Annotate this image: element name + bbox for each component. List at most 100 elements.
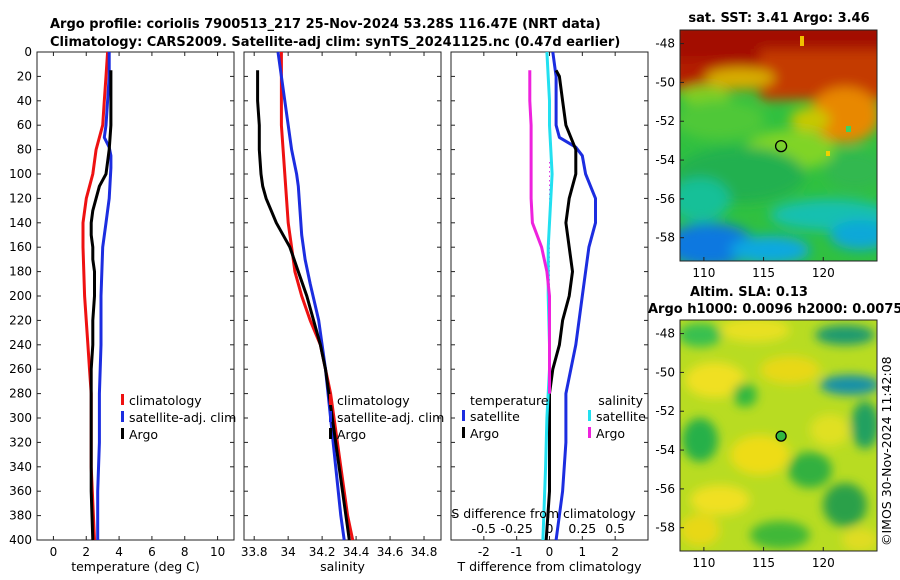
sla-map-axes: 110 115 120 -48 -50 -52 -54 -56 -58 xyxy=(655,327,834,570)
x-tick-label: 2 xyxy=(611,545,619,559)
y-tick-label: 380 xyxy=(9,509,32,523)
sst-map-frame xyxy=(679,29,878,262)
sst-map-axes: 110 115 120 -48 -50 -52 -54 -56 -58 xyxy=(655,37,834,280)
sst-map xyxy=(680,30,877,261)
map-x-tick-label: 110 xyxy=(692,266,715,280)
legend-swatch xyxy=(121,411,124,422)
series-line-Argo xyxy=(256,70,351,541)
map-y-tick-label: -58 xyxy=(655,521,675,535)
y-tick-label: 240 xyxy=(9,338,32,352)
y-tick-label: 80 xyxy=(17,143,32,157)
top-tick-label: -0.5 xyxy=(472,521,496,536)
map-y-tick-label: -50 xyxy=(655,75,675,89)
y-tick-label: 320 xyxy=(9,435,32,449)
top-tick-label: 0 xyxy=(546,521,554,536)
series-line-climatology xyxy=(279,52,355,541)
legend-swatch xyxy=(121,394,124,405)
plot-frame xyxy=(36,51,235,541)
x-tick-label: 0 xyxy=(546,545,554,559)
legend-entry: Argo xyxy=(129,427,158,442)
y-tick-label: 20 xyxy=(17,69,32,83)
imos-watermark: ©IMOS 30-Nov-2024 11:42:08 xyxy=(879,356,894,546)
legend-swatch xyxy=(329,428,332,439)
legend-entry: climatology xyxy=(129,393,202,408)
y-tick-label: 100 xyxy=(9,167,32,181)
legend-sal-satellite: satellite xyxy=(596,409,646,424)
x-tick-label: 33.8 xyxy=(241,545,268,559)
sla-map-title-line1: Altim. SLA: 0.13 xyxy=(690,285,808,300)
map-y-tick-label: -56 xyxy=(655,482,675,496)
map-y-tick-label: -48 xyxy=(655,37,675,51)
y-tick-label: 220 xyxy=(9,313,32,327)
x-tick-label: 1 xyxy=(579,545,587,559)
salinity-panel: 33.8 34 34.2 34.4 34.6 34.8 salinity climatolog… xyxy=(241,51,444,574)
y-tick-label: 120 xyxy=(9,191,32,205)
y-tick-label: 300 xyxy=(9,411,32,425)
x-tick-label: 10 xyxy=(210,545,225,559)
y-tick-label: 140 xyxy=(9,216,32,230)
map-y-tick-label: -54 xyxy=(655,153,675,167)
series-line-Argo xyxy=(89,70,113,541)
x-tick-label: -2 xyxy=(478,545,490,559)
legend-entry: satellite-adj. clim xyxy=(337,410,444,425)
sla-map-frame xyxy=(679,319,878,552)
map-y-tick-label: -48 xyxy=(655,327,675,341)
plot-frame xyxy=(243,51,442,541)
top-tick-label: -0.25 xyxy=(500,521,532,536)
map-y-tick-label: -56 xyxy=(655,192,675,206)
y-tick-label: 360 xyxy=(9,484,32,498)
legend-swatch-temp-argo xyxy=(462,427,465,438)
sst-argo-location-marker xyxy=(774,139,788,153)
difference-panel: -2 -1 0 1 2T difference from climatology S di… xyxy=(450,51,649,574)
x-tick-label: 4 xyxy=(115,545,123,559)
map-y-tick-label: -52 xyxy=(655,404,675,418)
top-axis-label: S difference from climatology xyxy=(451,506,636,521)
legend-swatch-sal-satellite xyxy=(588,410,591,421)
x-tick-label: 2 xyxy=(82,545,90,559)
y-tick-label: 40 xyxy=(17,94,32,108)
map-x-tick-label: 115 xyxy=(752,266,775,280)
x-tick-label: 34.2 xyxy=(309,545,336,559)
figure-title-line2: Climatology: CARS2009. Satellite-adj cli… xyxy=(50,35,620,50)
series-line-satellite-adj-clim xyxy=(276,51,346,541)
legend-entry: satellite-adj. clim xyxy=(129,410,236,425)
x-axis-label: T difference from climatology xyxy=(456,559,642,574)
top-tick-label: 0.5 xyxy=(605,521,625,536)
x-tick-label: 34.8 xyxy=(411,545,438,559)
y-tick-label: 60 xyxy=(17,118,32,132)
map-y-tick-label: -58 xyxy=(655,231,675,245)
legend-swatch-sal-argo xyxy=(588,427,591,438)
series-line-salinity-satellite xyxy=(541,51,554,541)
legend-temperature-title: temperature xyxy=(470,393,549,408)
x-tick-label: 34 xyxy=(281,545,296,559)
map-x-tick-label: 120 xyxy=(812,266,835,280)
y-tick-label: 340 xyxy=(9,460,32,474)
top-tick-label: 0.25 xyxy=(568,521,596,536)
y-tick-label: 160 xyxy=(9,240,32,254)
x-axis-label: temperature (deg C) xyxy=(71,559,200,574)
temperature-panel: 0204060801001201401601802002202402602803… xyxy=(9,45,236,574)
figure-title-line1: Argo profile: coriolis 7900513_217 25-No… xyxy=(50,17,601,32)
map-x-tick-label: 110 xyxy=(692,556,715,570)
y-tick-label: 400 xyxy=(9,533,32,547)
legend-swatch xyxy=(329,411,332,422)
legend-temp-argo: Argo xyxy=(470,426,499,441)
map-x-tick-label: 115 xyxy=(752,556,775,570)
y-tick-label: 260 xyxy=(9,362,32,376)
map-x-tick-label: 120 xyxy=(812,556,835,570)
sla-map-title-line2: Argo h1000: 0.0096 h2000: 0.0075 xyxy=(648,302,900,317)
map-y-tick-label: -52 xyxy=(655,114,675,128)
series-line-temperature-Argo xyxy=(544,69,578,541)
x-tick-label: 0 xyxy=(50,545,58,559)
y-tick-label: 0 xyxy=(24,45,32,59)
legend-swatch-temp-satellite xyxy=(462,410,465,421)
x-axis-label: salinity xyxy=(320,559,365,574)
y-tick-label: 280 xyxy=(9,387,32,401)
y-tick-label: 200 xyxy=(9,289,32,303)
sla-map xyxy=(680,320,877,551)
map-y-tick-label: -54 xyxy=(655,443,675,457)
series-line-satellite-adj-clim xyxy=(96,52,113,540)
x-tick-label: 34.4 xyxy=(343,545,370,559)
x-tick-label: 34.6 xyxy=(377,545,404,559)
